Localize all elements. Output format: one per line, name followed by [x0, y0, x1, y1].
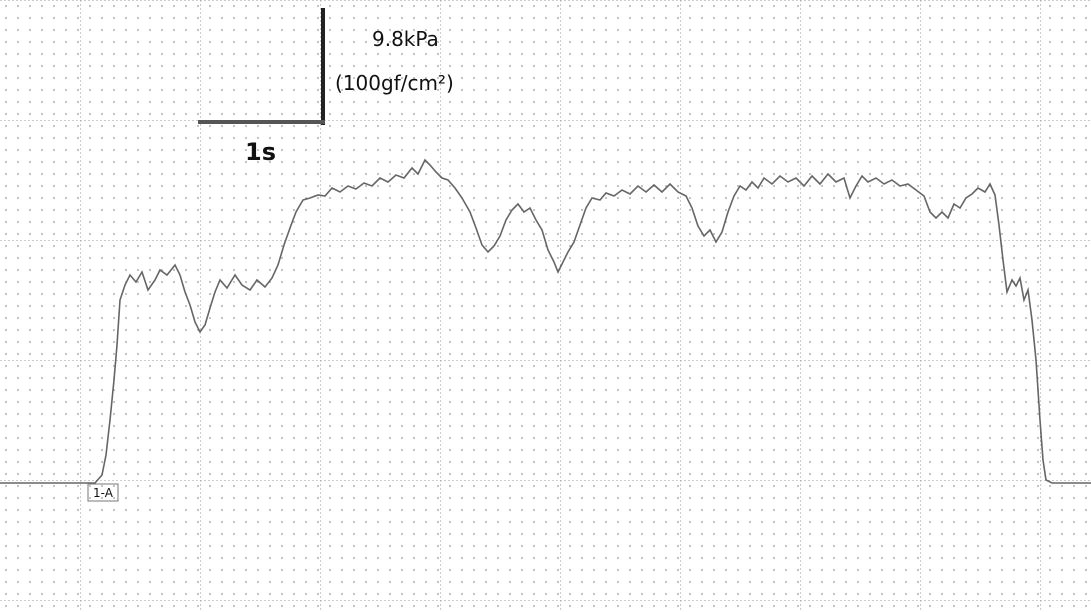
marker-box — [87, 483, 119, 502]
pressure-label: 9.8kPa — [372, 27, 439, 51]
time-label: 1s — [245, 138, 276, 166]
marker-label: 1-A — [93, 486, 114, 500]
pressure-trace — [0, 158, 1091, 484]
pressure-alt-label: (100gf/cm²) — [335, 71, 454, 95]
